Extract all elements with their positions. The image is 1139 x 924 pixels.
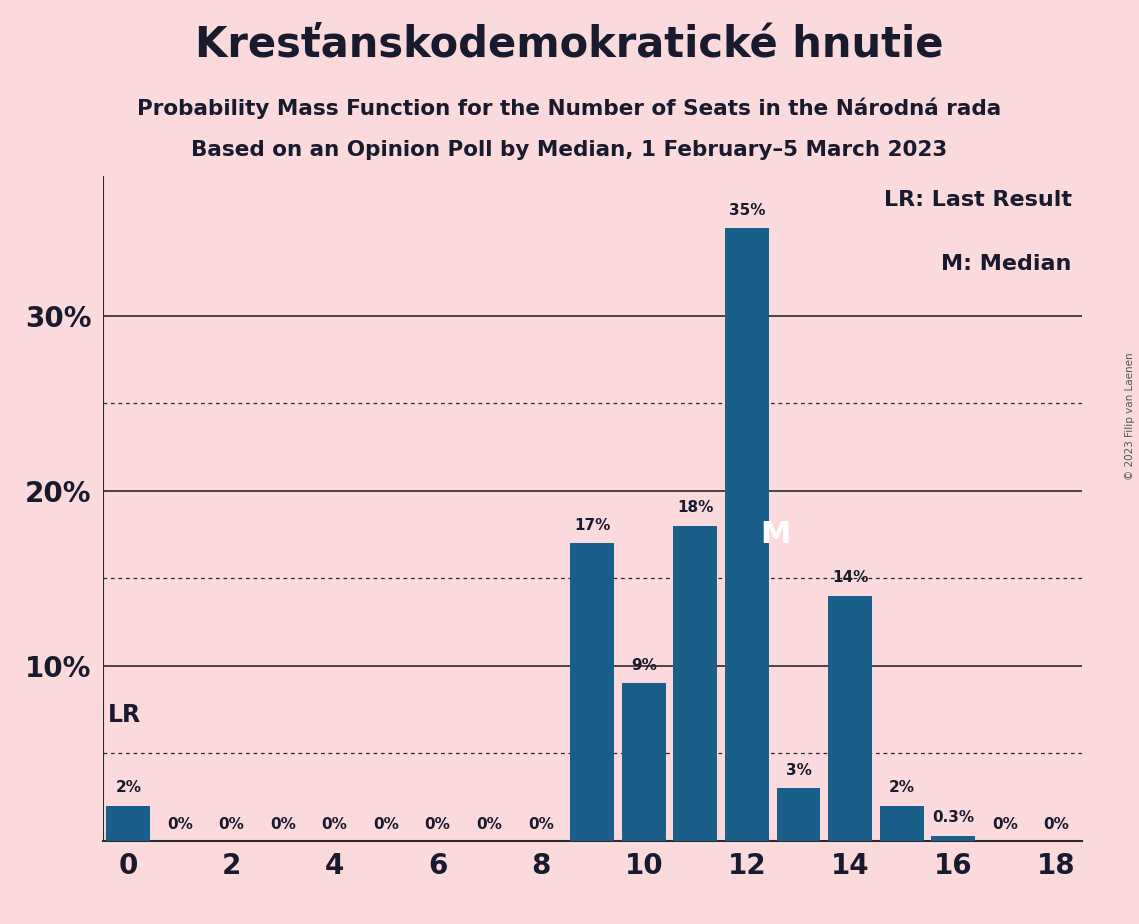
Bar xyxy=(726,228,769,841)
Text: 0%: 0% xyxy=(1043,817,1070,833)
Bar xyxy=(622,683,665,841)
Bar xyxy=(777,788,820,841)
Text: M: M xyxy=(760,520,790,549)
Text: Based on an Opinion Poll by Median, 1 February–5 March 2023: Based on an Opinion Poll by Median, 1 Fe… xyxy=(191,140,948,161)
Text: 0.3%: 0.3% xyxy=(932,810,974,825)
Bar xyxy=(673,526,718,841)
Text: 14%: 14% xyxy=(831,570,868,585)
Text: 3%: 3% xyxy=(786,763,811,778)
Text: M: Median: M: Median xyxy=(941,254,1072,274)
Text: 9%: 9% xyxy=(631,658,657,673)
Bar xyxy=(879,806,924,841)
Text: 0%: 0% xyxy=(425,817,451,833)
Text: 0%: 0% xyxy=(167,817,192,833)
Text: 0%: 0% xyxy=(527,817,554,833)
Text: 0%: 0% xyxy=(992,817,1017,833)
Text: 18%: 18% xyxy=(678,500,713,516)
Bar xyxy=(932,835,975,841)
Text: 0%: 0% xyxy=(219,817,245,833)
Text: © 2023 Filip van Laenen: © 2023 Filip van Laenen xyxy=(1125,352,1134,480)
Bar xyxy=(828,596,872,841)
Text: LR: Last Result: LR: Last Result xyxy=(884,189,1072,210)
Text: 0%: 0% xyxy=(476,817,502,833)
Text: 17%: 17% xyxy=(574,517,611,533)
Text: Kresťanskodemokratické hnutie: Kresťanskodemokratické hnutie xyxy=(195,23,944,65)
Text: 35%: 35% xyxy=(729,202,765,217)
Bar xyxy=(571,543,614,841)
Text: 0%: 0% xyxy=(270,817,296,833)
Text: 0%: 0% xyxy=(321,817,347,833)
Bar xyxy=(106,806,150,841)
Text: LR: LR xyxy=(108,703,141,727)
Text: 2%: 2% xyxy=(888,781,915,796)
Text: 2%: 2% xyxy=(115,781,141,796)
Text: Probability Mass Function for the Number of Seats in the Národná rada: Probability Mass Function for the Number… xyxy=(138,97,1001,118)
Text: 0%: 0% xyxy=(374,817,399,833)
